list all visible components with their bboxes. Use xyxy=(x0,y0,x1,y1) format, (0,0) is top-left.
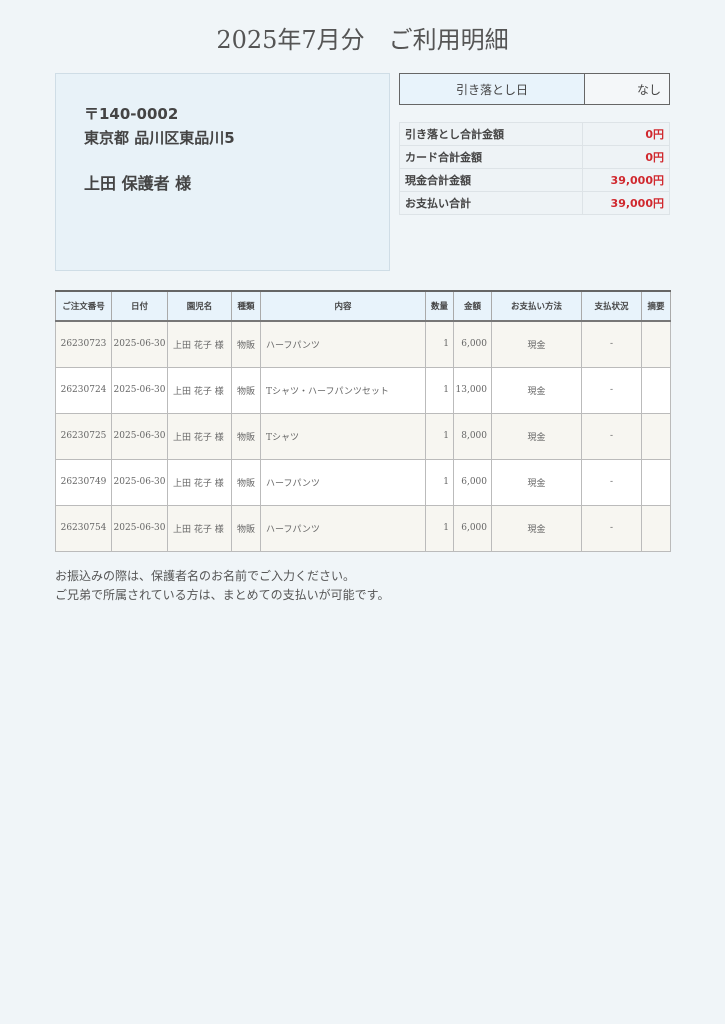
cell-date: 2025-06-30 xyxy=(111,320,168,368)
cell-type: 物販 xyxy=(231,458,261,506)
summary-label: お支払い合計 xyxy=(399,191,583,215)
summary-label: カード合計金額 xyxy=(399,145,583,169)
cell-remarks xyxy=(641,412,671,460)
summary-row: 現金合計金額 39,000円 xyxy=(399,168,670,192)
debit-date-label: 引き落とし日 xyxy=(400,74,585,104)
summary-row: カード合計金額 0円 xyxy=(399,145,670,169)
column-header: 金額 xyxy=(453,290,492,322)
cell-date: 2025-06-30 xyxy=(111,366,168,414)
column-header: 日付 xyxy=(111,290,168,322)
address-line: 東京都 品川区東品川5 xyxy=(84,129,235,147)
column-header: 数量 xyxy=(425,290,454,322)
recipient-name: 上田 保護者 様 xyxy=(84,174,192,193)
cell-quantity: 1 xyxy=(425,412,454,460)
cell-order-number: 26230749 xyxy=(55,458,112,506)
summary-value: 39,000円 xyxy=(582,168,670,192)
summary-row: 引き落とし合計金額 0円 xyxy=(399,122,670,146)
cell-quantity: 1 xyxy=(425,320,454,368)
cell-payment-status: - xyxy=(581,366,642,414)
cell-content: Tシャツ xyxy=(260,412,426,460)
cell-content: ハーフパンツ xyxy=(260,458,426,506)
cell-order-number: 26230724 xyxy=(55,366,112,414)
cell-payment-method: 現金 xyxy=(491,320,582,368)
cell-content: ハーフパンツ xyxy=(260,504,426,552)
summary-row: お支払い合計 39,000円 xyxy=(399,191,670,215)
cell-payment-status: - xyxy=(581,504,642,552)
cell-type: 物販 xyxy=(231,366,261,414)
cell-payment-status: - xyxy=(581,458,642,506)
cell-content: ハーフパンツ xyxy=(260,320,426,368)
note-line: ご兄弟で所属されている方は、まとめての支払いが可能です。 xyxy=(55,588,390,602)
cell-child-name: 上田 花子 様 xyxy=(167,504,232,552)
cell-remarks xyxy=(641,504,671,552)
column-header: 支払状況 xyxy=(581,290,642,322)
column-header: 内容 xyxy=(260,290,426,322)
cell-date: 2025-06-30 xyxy=(111,458,168,506)
cell-remarks xyxy=(641,458,671,506)
debit-date-box: 引き落とし日 なし xyxy=(399,73,670,105)
cell-type: 物販 xyxy=(231,412,261,460)
debit-date-value: なし xyxy=(585,74,669,104)
cell-amount: 6,000 xyxy=(453,458,492,506)
column-header: ご注文番号 xyxy=(55,290,112,322)
cell-amount: 13,000 xyxy=(453,366,492,414)
cell-date: 2025-06-30 xyxy=(111,504,168,552)
column-header: お支払い方法 xyxy=(491,290,582,322)
summary-value: 0円 xyxy=(582,122,670,146)
address-box: 〒140-0002 東京都 品川区東品川5 上田 保護者 様 xyxy=(55,73,390,271)
summary-label: 引き落とし合計金額 xyxy=(399,122,583,146)
cell-type: 物販 xyxy=(231,504,261,552)
table-row: 26230725 2025-06-30 上田 花子 様物販 Tシャツ 1 8,000 現金 - xyxy=(55,412,671,460)
cell-amount: 6,000 xyxy=(453,504,492,552)
orders-table: ご注文番号 日付 園児名 種類 内容 数量 金額 お支払い方法 支払状況 摘要 26230723 2… xyxy=(55,290,671,552)
cell-payment-method: 現金 xyxy=(491,504,582,552)
cell-content: Tシャツ・ハーフパンツセット xyxy=(260,366,426,414)
cell-child-name: 上田 花子 様 xyxy=(167,320,232,368)
notes: お振込みの際は、保護者名のお名前でご入力ください。 ご兄弟で所属されている方は、… xyxy=(55,567,389,605)
cell-order-number: 26230754 xyxy=(55,504,112,552)
cell-quantity: 1 xyxy=(425,504,454,552)
cell-payment-status: - xyxy=(581,320,642,368)
cell-order-number: 26230725 xyxy=(55,412,112,460)
cell-payment-method: 現金 xyxy=(491,412,582,460)
page-title: 2025年7月分 ご利用明細 xyxy=(216,26,509,54)
postal-code: 〒140-0002 xyxy=(84,105,179,123)
cell-order-number: 26230723 xyxy=(55,320,112,368)
cell-amount: 6,000 xyxy=(453,320,492,368)
cell-child-name: 上田 花子 様 xyxy=(167,366,232,414)
column-header: 種類 xyxy=(231,290,261,322)
cell-child-name: 上田 花子 様 xyxy=(167,458,232,506)
column-header: 摘要 xyxy=(641,290,671,322)
note-line: お振込みの際は、保護者名のお名前でご入力ください。 xyxy=(55,569,356,583)
summary-table: 引き落とし合計金額 0円 カード合計金額 0円 現金合計金額 39,000円 お支払い合計 3… xyxy=(399,122,670,215)
cell-child-name: 上田 花子 様 xyxy=(167,412,232,460)
table-row: 26230754 2025-06-30 上田 花子 様物販 ハーフパンツ 1 6,000 現… xyxy=(55,504,671,552)
cell-type: 物販 xyxy=(231,320,261,368)
cell-payment-method: 現金 xyxy=(491,458,582,506)
cell-date: 2025-06-30 xyxy=(111,412,168,460)
summary-label: 現金合計金額 xyxy=(399,168,583,192)
cell-payment-method: 現金 xyxy=(491,366,582,414)
table-row: 26230723 2025-06-30 上田 花子 様物販 ハーフパンツ 1 6,000 現… xyxy=(55,320,671,368)
cell-quantity: 1 xyxy=(425,458,454,506)
table-row: 26230749 2025-06-30 上田 花子 様物販 ハーフパンツ 1 6,000 現… xyxy=(55,458,671,506)
cell-payment-status: - xyxy=(581,412,642,460)
cell-amount: 8,000 xyxy=(453,412,492,460)
column-header: 園児名 xyxy=(167,290,232,322)
summary-value: 0円 xyxy=(582,145,670,169)
cell-remarks xyxy=(641,320,671,368)
cell-quantity: 1 xyxy=(425,366,454,414)
table-row: 26230724 2025-06-30 上田 花子 様物販 Tシャツ・ハーフパンツセッ… xyxy=(55,366,671,414)
summary-value: 39,000円 xyxy=(582,191,670,215)
cell-remarks xyxy=(641,366,671,414)
